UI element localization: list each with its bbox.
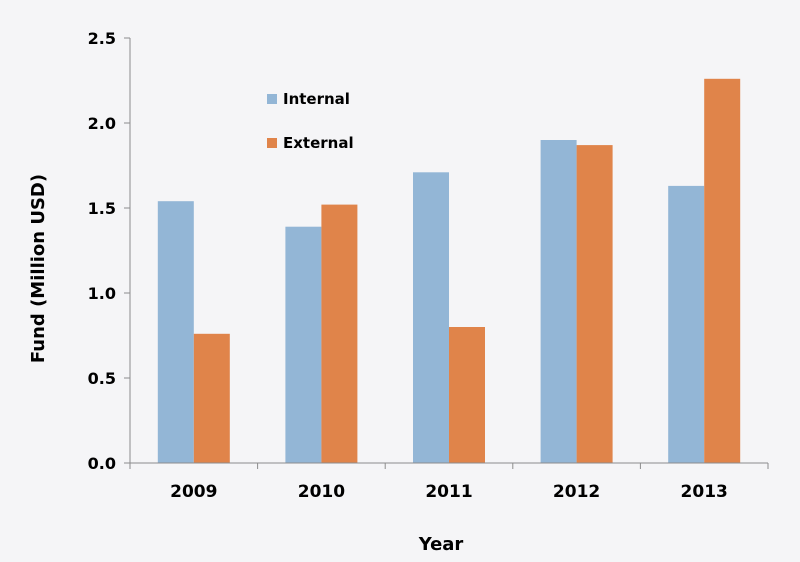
- y-tick-label: 1.0: [88, 284, 116, 303]
- x-axis-title: Year: [418, 534, 464, 555]
- x-tick-label: 2009: [170, 482, 217, 502]
- y-tick-label: 0.5: [88, 369, 116, 388]
- y-tick-label: 0.0: [88, 454, 116, 473]
- bar-internal-2011: [413, 172, 449, 464]
- bar-external-2013: [704, 78, 741, 464]
- bar-internal-2012: [540, 140, 577, 463]
- x-tick-label: 2010: [298, 482, 345, 502]
- x-tick-label: 2013: [681, 482, 728, 502]
- bar-internal-2013: [668, 185, 705, 463]
- y-axis-title: Fund (Million USD): [28, 174, 49, 363]
- bar-external-2011: [449, 327, 485, 463]
- bar-internal-2010: [285, 226, 322, 463]
- y-tick-label: 1.5: [88, 199, 116, 218]
- labels-layer: 0.0 0.5 1.0 1.5 2.0 2.5 2009 2010 2011 2012 2013 Ye…: [28, 29, 728, 555]
- x-tick-label: 2012: [553, 482, 600, 502]
- axes-layer: [124, 37, 769, 469]
- x-tick-label: 2011: [425, 482, 472, 502]
- legend-label-external: External: [283, 134, 354, 152]
- legend-swatch-external: [267, 138, 277, 148]
- bar-internal-2009: [157, 201, 194, 463]
- bars-layer: [157, 78, 741, 464]
- legend: Internal External: [267, 90, 354, 152]
- legend-label-internal: Internal: [283, 90, 350, 108]
- bar-external-2012: [576, 145, 613, 463]
- legend-swatch-internal: [267, 94, 277, 104]
- y-tick-label: 2.5: [88, 29, 116, 48]
- bar-external-2010: [321, 204, 358, 463]
- bar-external-2009: [193, 333, 230, 463]
- y-tick-label: 2.0: [88, 114, 116, 133]
